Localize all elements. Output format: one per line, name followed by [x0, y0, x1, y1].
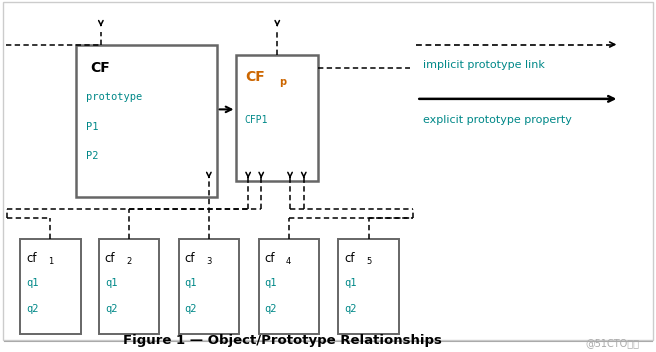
Text: 3: 3 [206, 257, 212, 266]
FancyBboxPatch shape [99, 239, 159, 334]
Text: q2: q2 [26, 304, 39, 314]
Text: implicit prototype link: implicit prototype link [423, 60, 544, 70]
Text: q2: q2 [184, 304, 197, 314]
Text: CF: CF [91, 61, 110, 75]
Text: q2: q2 [344, 304, 357, 314]
Text: @51CTO博客: @51CTO博客 [585, 339, 639, 348]
FancyBboxPatch shape [338, 239, 399, 334]
Text: cf: cf [344, 252, 355, 265]
Text: cf: cf [105, 252, 115, 265]
Text: 4: 4 [286, 257, 291, 266]
Text: cf: cf [184, 252, 195, 265]
FancyBboxPatch shape [236, 55, 318, 181]
Text: q1: q1 [184, 278, 197, 288]
Text: q1: q1 [105, 278, 117, 288]
Text: q1: q1 [26, 278, 39, 288]
Text: CFP1: CFP1 [245, 115, 268, 125]
Text: cf: cf [26, 252, 37, 265]
FancyBboxPatch shape [76, 44, 216, 197]
FancyBboxPatch shape [178, 239, 239, 334]
Text: q1: q1 [264, 278, 277, 288]
Text: cf: cf [264, 252, 275, 265]
Text: 2: 2 [127, 257, 132, 266]
Text: Figure 1 — Object/Prototype Relationships: Figure 1 — Object/Prototype Relationship… [123, 334, 441, 347]
Text: 5: 5 [366, 257, 371, 266]
FancyBboxPatch shape [20, 239, 81, 334]
Text: q2: q2 [105, 304, 117, 314]
Text: p: p [279, 77, 287, 87]
Text: prototype: prototype [87, 92, 143, 102]
Text: CF: CF [245, 70, 264, 84]
Text: q2: q2 [264, 304, 277, 314]
Text: P2: P2 [87, 151, 99, 162]
Text: 1: 1 [48, 257, 53, 266]
Text: explicit prototype property: explicit prototype property [423, 115, 572, 125]
FancyBboxPatch shape [258, 239, 319, 334]
Text: q1: q1 [344, 278, 357, 288]
Text: P1: P1 [87, 122, 99, 132]
